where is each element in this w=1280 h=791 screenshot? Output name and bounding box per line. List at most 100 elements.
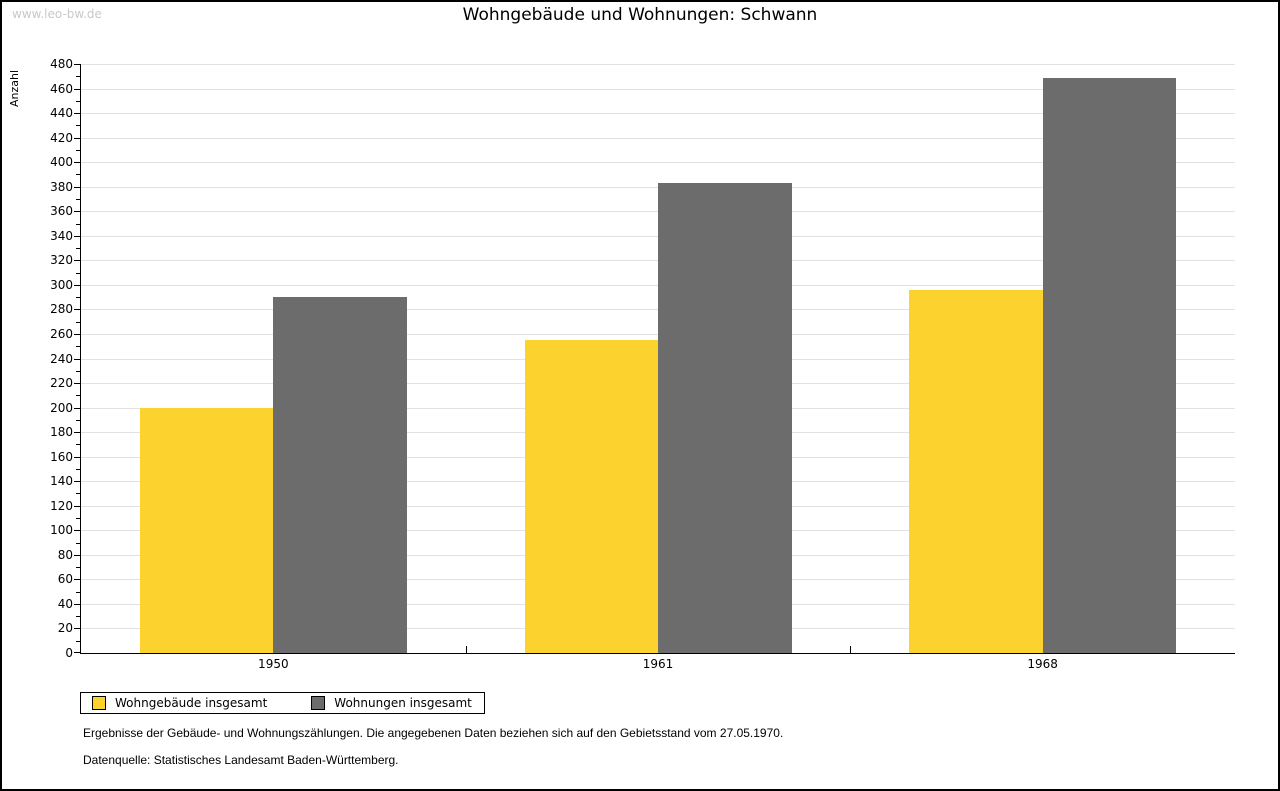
y-axis-tick-label: 360 <box>50 204 73 219</box>
y-axis-minor-tick <box>76 419 80 421</box>
y-axis-major-tick <box>74 383 80 385</box>
y-axis-tick-label: 180 <box>50 425 73 440</box>
y-axis-minor-tick <box>76 174 80 176</box>
y-axis-major-tick <box>74 628 80 630</box>
x-axis-category-label: 1968 <box>1027 657 1058 671</box>
y-axis-minor-tick <box>76 223 80 225</box>
y-axis-minor-tick <box>76 100 80 102</box>
legend-swatch-icon <box>311 696 326 710</box>
legend-item-wohnungen: Wohnungen insgesamt <box>311 696 472 710</box>
x-axis-group-tick <box>465 646 467 653</box>
y-axis-major-tick <box>74 260 80 262</box>
y-axis-major-tick <box>74 309 80 311</box>
legend-label: Wohnungen insgesamt <box>334 696 472 710</box>
footnote-source-note: Ergebnisse der Gebäude- und Wohnungszähl… <box>83 726 784 740</box>
y-gridline <box>81 88 1235 90</box>
y-axis-tick-label: 480 <box>50 57 73 71</box>
y-gridline <box>81 113 1235 115</box>
footnote-data-source: Datenquelle: Statistisches Landesamt Bad… <box>83 753 399 767</box>
y-gridline <box>81 162 1235 164</box>
y-axis-tick-label: 260 <box>50 326 73 341</box>
y-axis-minor-tick <box>76 321 80 323</box>
bar-1968-wohnungen <box>1042 77 1177 653</box>
y-axis-major-tick <box>74 358 80 360</box>
y-axis-minor-tick <box>76 395 80 397</box>
y-axis-minor-tick <box>76 616 80 618</box>
y-axis-major-tick <box>74 113 80 115</box>
y-axis-minor-tick <box>76 640 80 642</box>
page-title: Wohngebäude und Wohnungen: Schwann <box>462 5 818 25</box>
y-axis-label: Anzahl <box>8 69 21 107</box>
x-axis-category-label: 1950 <box>258 657 289 671</box>
y-axis-minor-tick <box>76 493 80 495</box>
y-axis-minor-tick <box>76 591 80 593</box>
y-axis-minor-tick <box>76 76 80 78</box>
y-axis-tick-label: 80 <box>57 547 73 562</box>
y-axis-tick-label: 420 <box>50 130 73 145</box>
x-axis-group-tick <box>850 646 852 653</box>
y-axis-major-tick <box>74 579 80 581</box>
plot-area: 0 20 40 60 80 100 120 140 160 180 200 220 240 260 280 3… <box>50 58 1235 670</box>
y-axis-minor-tick <box>76 518 80 520</box>
y-axis-minor-tick <box>76 444 80 446</box>
y-axis-minor-tick <box>76 272 80 274</box>
y-axis-major-tick <box>74 505 80 507</box>
y-axis-minor-tick <box>76 125 80 127</box>
bar-1950-wohngebaeude <box>139 407 274 653</box>
y-axis-tick-label: 240 <box>50 351 73 366</box>
y-axis-tick-label: 320 <box>50 253 73 268</box>
y-axis-tick-label: 120 <box>50 498 73 513</box>
y-axis-tick-label: 280 <box>50 302 73 317</box>
bar-1961-wohngebaeude <box>524 340 658 653</box>
y-axis-minor-tick <box>76 297 80 299</box>
y-axis-tick-label: 380 <box>50 179 73 194</box>
y-axis-minor-tick <box>76 149 80 151</box>
y-axis-major-tick <box>74 456 80 458</box>
y-axis-major-tick <box>74 211 80 213</box>
y-axis-minor-tick <box>76 468 80 470</box>
y-axis-tick-label: 300 <box>50 277 73 292</box>
footnotes: Ergebnisse der Gebäude- und Wohnungszähl… <box>83 726 783 780</box>
y-axis-tick-label: 400 <box>50 155 73 170</box>
y-axis-minor-tick <box>76 198 80 200</box>
y-axis-tick-label: 60 <box>57 572 73 587</box>
y-gridline <box>81 64 1235 65</box>
y-axis-major-tick <box>74 235 80 237</box>
bar-1968-wohngebaeude <box>909 289 1043 653</box>
y-axis-tick-label: 340 <box>50 228 73 243</box>
y-axis-minor-tick <box>76 370 80 372</box>
y-axis-major-tick <box>74 284 80 286</box>
y-axis-tick-label: 0 <box>65 646 73 660</box>
y-axis-major-tick <box>74 407 80 409</box>
y-axis-tick-label: 20 <box>57 621 73 636</box>
y-axis-tick-label: 220 <box>50 376 73 391</box>
y-axis-minor-tick <box>76 567 80 569</box>
x-axis-category-label: 1961 <box>642 657 674 671</box>
y-axis-minor-tick <box>76 248 80 250</box>
y-axis-major-tick <box>74 137 80 139</box>
y-axis-major-tick <box>74 432 80 434</box>
y-axis-major-tick <box>74 333 80 335</box>
y-axis-major-tick <box>74 162 80 164</box>
y-axis-major-tick <box>74 186 80 188</box>
y-axis-tick-label: 440 <box>50 106 73 121</box>
y-axis-tick-label: 140 <box>50 474 73 489</box>
y-axis-tick-label: 200 <box>50 400 73 415</box>
bar-1950-wohnungen <box>273 297 407 653</box>
y-axis-tick-label: 100 <box>50 523 73 538</box>
y-axis-major-tick <box>74 64 80 65</box>
bar-1961-wohnungen <box>658 183 792 653</box>
y-axis-major-tick <box>74 530 80 532</box>
y-axis-minor-tick <box>76 542 80 544</box>
y-axis-minor-tick <box>76 346 80 348</box>
y-axis-tick-label: 160 <box>50 449 73 464</box>
y-axis-major-tick <box>74 481 80 483</box>
watermark: www.leo-bw.de <box>12 7 102 21</box>
y-axis-major-tick <box>74 603 80 605</box>
y-axis-tick-label: 460 <box>50 81 73 96</box>
y-axis-major-tick <box>74 554 80 556</box>
legend-item-wohngebaeude: Wohngebäude insgesamt <box>92 696 267 710</box>
y-axis-tick-label: 40 <box>57 596 73 611</box>
y-axis-major-tick <box>74 652 80 653</box>
